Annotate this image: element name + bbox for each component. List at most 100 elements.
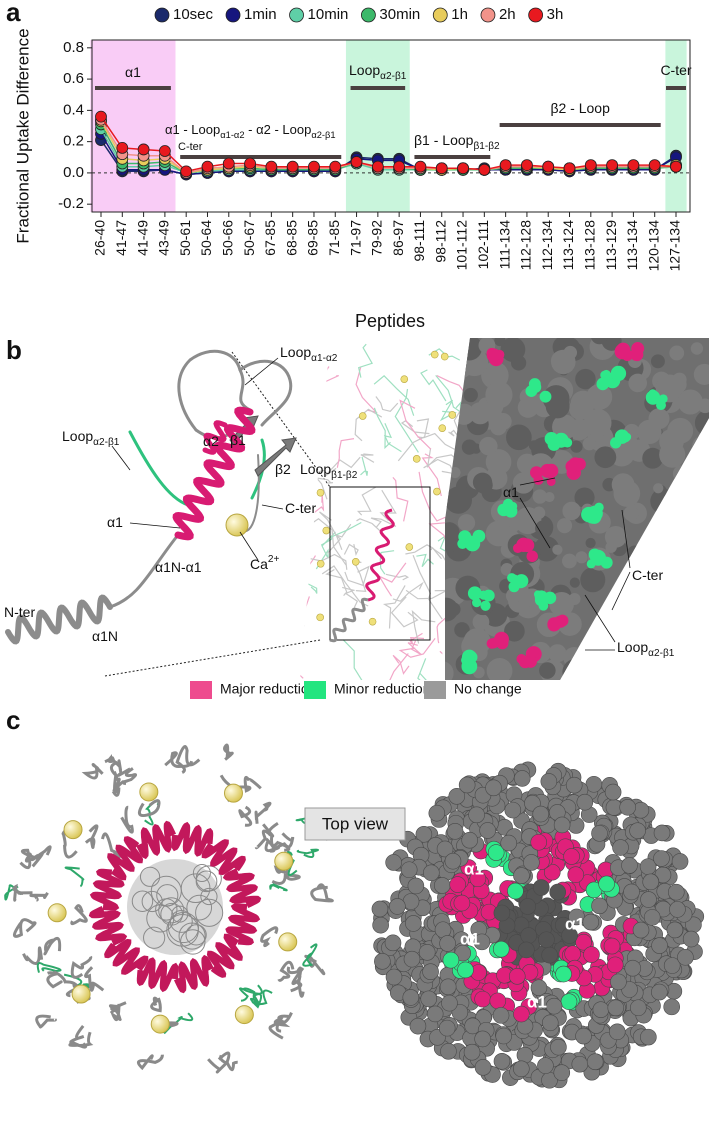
fibril-trace	[416, 553, 434, 568]
loop	[81, 763, 104, 780]
leader-line	[519, 477, 556, 486]
structure-label: N-ter	[4, 604, 35, 620]
atom	[543, 863, 561, 881]
x-tick-label: 127-134	[667, 220, 683, 272]
annotation-label: β2 - Loop	[550, 100, 610, 116]
minor-patch	[562, 437, 573, 448]
atom	[671, 853, 689, 870]
atom	[518, 941, 535, 959]
legend-marker	[289, 7, 304, 23]
fibril-trace	[305, 518, 347, 566]
x-tick-label: 50-67	[241, 220, 257, 256]
helix	[107, 836, 144, 881]
atom	[403, 950, 421, 968]
data-point	[457, 162, 469, 175]
leader-line	[611, 571, 631, 611]
atom	[642, 873, 660, 891]
fibril-trace	[360, 453, 375, 463]
atom	[598, 875, 615, 893]
loop	[43, 936, 62, 956]
major-patch	[486, 638, 498, 649]
atom	[666, 921, 684, 939]
surface-bump	[699, 610, 709, 623]
surface-bump	[668, 514, 681, 528]
fibril-trace	[300, 417, 321, 462]
major-patch	[520, 538, 535, 553]
fibril-trace	[418, 471, 447, 522]
data-point	[521, 159, 533, 171]
loop	[242, 987, 273, 1006]
atom	[608, 1023, 626, 1041]
fibril-ion	[405, 543, 414, 551]
minor-patch	[514, 574, 529, 588]
surface-bump	[653, 511, 681, 539]
fibril-trace	[300, 616, 305, 627]
view-badge	[304, 807, 406, 841]
legend-marker	[361, 7, 376, 23]
leader-line	[111, 445, 131, 471]
fibril-ion	[368, 617, 377, 626]
atom	[428, 804, 446, 822]
label-part: α2-β1	[648, 648, 675, 659]
data-point	[627, 159, 640, 171]
core-helix	[139, 866, 161, 887]
fibril-trace	[436, 616, 448, 644]
x-tick-label: 69-85	[305, 220, 321, 256]
surface-bump	[628, 373, 648, 393]
atom	[461, 831, 478, 849]
loop	[70, 904, 88, 926]
coil	[108, 533, 180, 609]
structure-label: β2	[275, 461, 291, 477]
zoom-box	[329, 486, 431, 641]
core-helix	[156, 884, 179, 907]
loop	[64, 866, 85, 888]
atom	[553, 816, 571, 834]
label-part: α1-α2	[220, 130, 244, 140]
surface-bump	[461, 439, 478, 455]
surface-bump	[548, 644, 567, 663]
fibril-surface	[445, 338, 709, 680]
surface-bump	[512, 472, 535, 494]
legend-label: 3h	[547, 6, 564, 23]
loop	[269, 883, 288, 892]
surface-bump	[511, 355, 527, 371]
atom	[495, 1027, 513, 1045]
fibril-trace	[379, 653, 409, 680]
loop	[120, 805, 134, 834]
surface-label: C-ter	[632, 567, 663, 583]
fibril-trace	[336, 438, 355, 468]
structure-label: α1N-α1	[155, 559, 202, 575]
fibril-trace	[394, 388, 419, 453]
helix	[104, 938, 149, 975]
structure-label: β1	[230, 432, 246, 448]
surface-bump	[532, 489, 548, 504]
data-point	[95, 110, 107, 123]
minor-patch	[507, 573, 517, 583]
fibril-trace	[423, 458, 456, 475]
surface-bump	[677, 389, 703, 415]
fibril-trace	[385, 573, 410, 581]
x-tick-label: 113-124	[560, 220, 576, 271]
atom	[640, 1028, 657, 1046]
helix	[365, 508, 395, 602]
surface-bump	[604, 525, 627, 548]
core-helix	[192, 863, 211, 882]
surface-label: α1	[464, 859, 484, 878]
atom	[677, 948, 694, 966]
label-part: α2-β1	[311, 130, 335, 140]
atom	[541, 1014, 559, 1032]
fibril-ion	[440, 352, 449, 361]
surface-bump	[661, 563, 673, 574]
atom	[571, 1055, 589, 1073]
minor-patch	[596, 377, 610, 391]
label-part: α2-β1	[93, 437, 120, 448]
surface-bump	[626, 603, 638, 615]
surface-bump	[485, 381, 513, 409]
fibril-trace	[324, 456, 361, 477]
x-tick-label: 50-66	[219, 220, 235, 256]
atom	[436, 840, 454, 858]
atom	[385, 968, 403, 986]
helix	[171, 821, 214, 857]
minor-patch	[529, 381, 542, 394]
legend-swatch	[424, 681, 446, 699]
